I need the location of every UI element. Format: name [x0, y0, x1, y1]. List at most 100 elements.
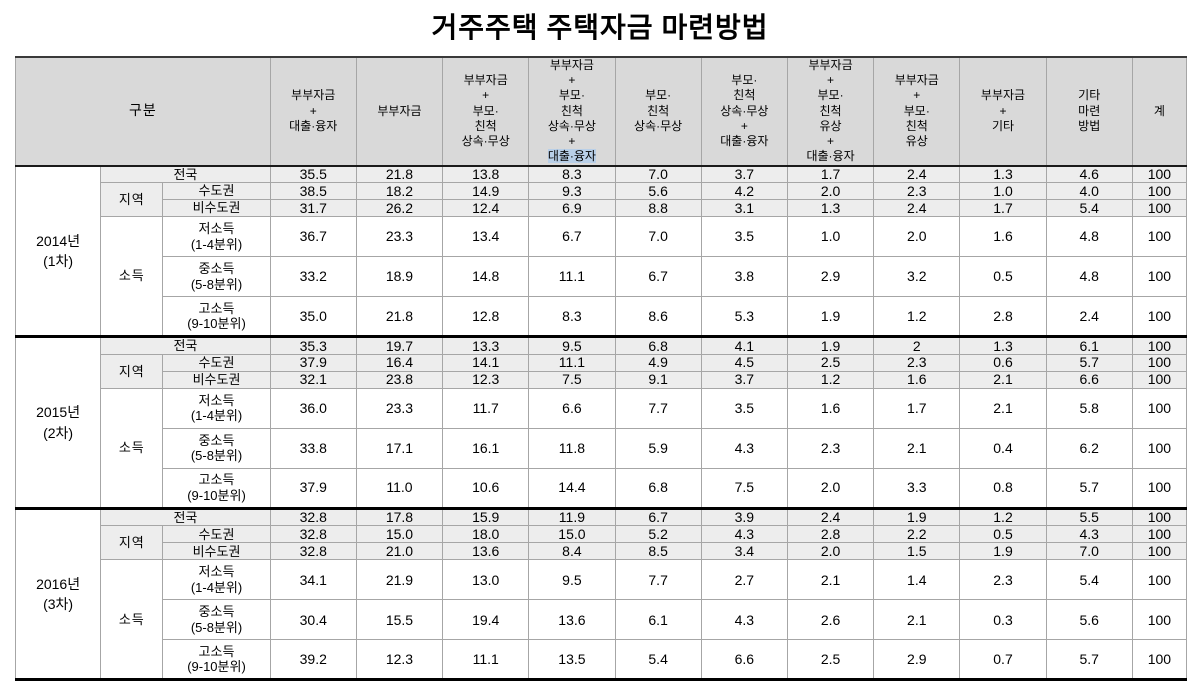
value-cell: 7.7	[614, 559, 702, 601]
value-cell: 11.1	[442, 639, 530, 682]
value-cell: 3.8	[700, 256, 788, 298]
value-cell: 5.2	[614, 525, 702, 544]
value-cell: 13.5	[528, 639, 616, 682]
row-label: 수도권	[162, 353, 271, 372]
table-row: 고소득 (9-10분위) 39.2 12.3 11.1 13.5 5.4 6.6 2.5 2.9…	[16, 639, 1188, 682]
value-cell: 0.4	[959, 427, 1047, 469]
value-cell: 35.0	[269, 296, 357, 338]
value-cell: 100	[1131, 199, 1188, 218]
value-cell: 7.5	[700, 467, 788, 509]
value-cell: 1.4	[873, 559, 961, 601]
value-cell: 31.7	[269, 199, 357, 218]
value-cell: 32.8	[269, 525, 357, 544]
value-cell: 2.9	[786, 256, 875, 298]
value-cell: 4.6	[1045, 165, 1133, 184]
table-row: 고소득 (9-10분위) 35.0 21.8 12.8 8.3 8.6 5.3 1.9 1.2 2…	[16, 296, 1188, 338]
value-cell: 4.2	[700, 182, 788, 201]
value-cell: 1.9	[786, 296, 875, 338]
value-cell: 11.1	[528, 353, 616, 372]
value-cell: 39.2	[269, 639, 357, 682]
value-cell: 6.8	[614, 335, 702, 355]
value-cell: 2.4	[786, 506, 875, 527]
value-cell: 0.3	[959, 599, 1047, 641]
value-cell: 2.5	[786, 353, 875, 372]
value-cell: 23.3	[355, 216, 444, 258]
value-cell: 21.8	[355, 296, 444, 338]
value-cell: 8.3	[528, 296, 616, 338]
value-cell: 23.8	[355, 370, 444, 389]
value-cell: 33.8	[269, 427, 357, 469]
value-cell: 2.1	[873, 599, 961, 641]
value-cell: 6.2	[1045, 427, 1133, 469]
corner-header-cell: 구분	[15, 56, 271, 167]
value-cell: 2.2	[873, 525, 961, 544]
value-cell: 14.8	[442, 256, 530, 298]
value-cell: 38.5	[269, 182, 357, 201]
value-cell: 12.3	[355, 639, 444, 682]
value-cell: 2.3	[959, 559, 1047, 601]
value-cell: 5.4	[614, 639, 702, 682]
value-cell: 15.9	[442, 506, 530, 527]
value-cell: 13.6	[528, 599, 616, 641]
row-label: 저소득 (1-4분위)	[162, 387, 271, 429]
value-cell: 100	[1131, 599, 1188, 641]
value-cell: 1.7	[786, 165, 875, 184]
value-cell: 8.4	[528, 542, 616, 561]
value-cell: 100	[1131, 542, 1188, 561]
value-cell: 37.9	[269, 467, 357, 509]
value-cell: 1.0	[959, 182, 1047, 201]
table-row: 중소득 (5-8분위) 30.4 15.5 19.4 13.6 6.1 4.3 2.6 2.1 0…	[16, 599, 1188, 641]
value-cell: 1.6	[873, 370, 961, 389]
value-cell: 3.3	[873, 467, 961, 509]
value-cell: 5.8	[1045, 387, 1133, 429]
value-cell: 16.4	[355, 353, 444, 372]
value-cell: 1.5	[873, 542, 961, 561]
value-cell: 30.4	[269, 599, 357, 641]
row-label: 고소득 (9-10분위)	[162, 296, 271, 338]
value-cell: 11.9	[528, 506, 616, 527]
value-cell: 6.9	[528, 199, 616, 218]
value-cell: 3.1	[700, 199, 788, 218]
value-cell: 5.6	[1045, 599, 1133, 641]
value-cell: 1.9	[959, 542, 1047, 561]
value-cell: 3.5	[700, 387, 788, 429]
housing-fund-table: 구분 부부자금 + 대출·융자 부부자금 부부자금 + 부모· 친척 상속·무상 부부…	[14, 56, 1188, 682]
value-cell: 14.4	[528, 467, 616, 509]
row-label: 전국	[100, 335, 271, 355]
value-cell: 100	[1131, 353, 1188, 372]
value-cell: 32.8	[269, 542, 357, 561]
value-cell: 36.0	[269, 387, 357, 429]
selection-highlighted-text: 대출·융자	[547, 149, 596, 164]
value-cell: 8.8	[614, 199, 702, 218]
header-row: 구분 부부자금 + 대출·융자 부부자금 부부자금 + 부모· 친척 상속·무상 부부…	[15, 56, 1188, 167]
row-label: 전국	[100, 165, 271, 184]
value-cell: 5.7	[1045, 467, 1133, 509]
value-cell: 2.4	[873, 165, 961, 184]
value-cell: 1.6	[959, 216, 1047, 258]
column-header: 부부자금 + 부모· 친척 유상	[873, 56, 961, 167]
section-label: 지역	[100, 353, 164, 389]
value-cell: 6.6	[700, 639, 788, 682]
table-body: 2014년 (1차) 전국 35.5 21.8 13.8 8.3 7.0 3.7 1.7 2.4 1…	[14, 165, 1188, 682]
column-header: 부부자금 + 부모· 친척 상속·무상	[442, 56, 530, 167]
value-cell: 33.2	[269, 256, 357, 298]
value-cell: 9.1	[614, 370, 702, 389]
value-cell: 2.0	[786, 542, 875, 561]
table-row: 지역 수도권 37.9 16.4 14.1 11.1 4.9 4.5 2.5 2.3 0.6 5.7 1…	[16, 353, 1188, 389]
value-cell: 9.3	[528, 182, 616, 201]
page: 거주주택 주택자금 마련방법 구분 부부자금 + 대출·융자 부부자금 부부자금 +…	[0, 6, 1200, 682]
value-cell: 5.9	[614, 427, 702, 469]
year-label: 2014년 (1차)	[14, 165, 102, 338]
value-cell: 4.3	[700, 427, 788, 469]
value-cell: 4.3	[700, 525, 788, 544]
value-cell: 11.0	[355, 467, 444, 509]
value-cell: 6.1	[1045, 335, 1133, 355]
value-cell: 2.0	[873, 216, 961, 258]
table-row: 2014년 (1차) 전국 35.5 21.8 13.8 8.3 7.0 3.7 1.7 2.4 1…	[14, 165, 1188, 338]
value-cell: 17.8	[355, 506, 444, 527]
value-cell: 12.3	[442, 370, 530, 389]
row-label: 중소득 (5-8분위)	[162, 256, 271, 298]
value-cell: 6.7	[614, 256, 702, 298]
value-cell: 3.9	[700, 506, 788, 527]
value-cell: 5.4	[1045, 559, 1133, 601]
